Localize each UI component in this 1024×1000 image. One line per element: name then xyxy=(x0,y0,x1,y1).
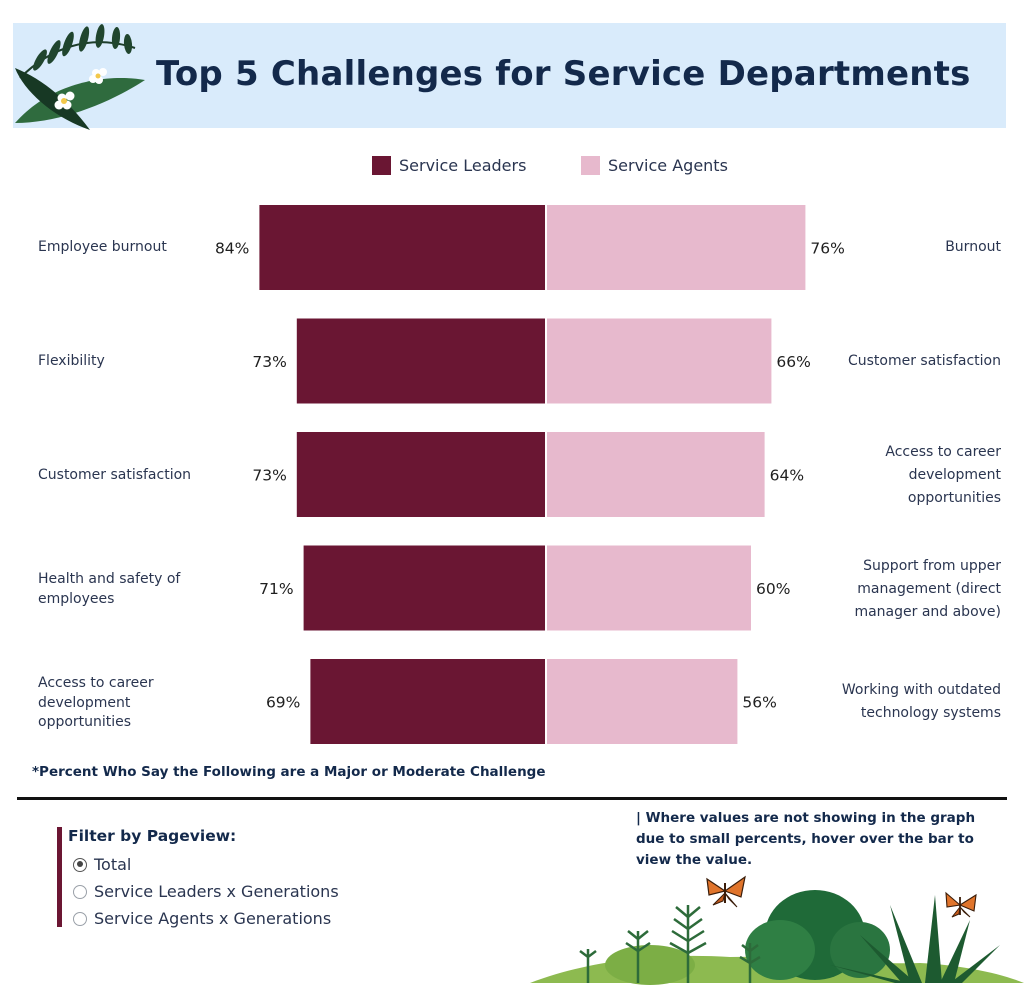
bar-service-agents[interactable] xyxy=(547,205,806,290)
data-label-agents: 64% xyxy=(770,467,804,485)
bar-service-agents[interactable] xyxy=(547,432,765,517)
footnote: *Percent Who Say the Following are a Maj… xyxy=(32,764,546,780)
leaf-decoration-icon xyxy=(15,24,145,130)
filter-accent-bar xyxy=(57,827,62,927)
legend-label-leaders: Service Leaders xyxy=(399,155,527,175)
bar-service-leaders[interactable] xyxy=(259,205,545,290)
filter-option-total[interactable]: Total xyxy=(73,855,131,874)
data-label-leaders: 73% xyxy=(252,353,286,371)
leader-category-label: Flexibility xyxy=(38,353,105,369)
leader-category-label: Employee burnout xyxy=(38,239,167,255)
plumeria-flower-icon xyxy=(54,68,107,110)
data-label-leaders: 69% xyxy=(266,694,300,712)
big-leaf-icon xyxy=(15,77,145,123)
leader-category-label: Access to career development opportuniti… xyxy=(38,675,154,730)
bar-service-leaders[interactable] xyxy=(296,432,545,517)
agent-category-label: Working with outdated technology systems xyxy=(841,682,1001,721)
radio-selected-icon[interactable] xyxy=(73,857,87,872)
filter-option-label: Service Leaders x Generations xyxy=(94,882,339,901)
filter-option-agents-generations[interactable]: Service Agents x Generations xyxy=(73,909,331,928)
data-label-leaders: 84% xyxy=(215,240,249,258)
legend-item-agents[interactable]: Service Agents xyxy=(581,153,728,177)
radio-unselected-icon[interactable] xyxy=(73,911,87,926)
hover-note: | Where values are not showing in the gr… xyxy=(636,810,976,868)
data-label-leaders: 73% xyxy=(252,467,286,485)
title-banner xyxy=(13,23,1006,128)
data-label-agents: 56% xyxy=(742,694,776,712)
radio-unselected-icon[interactable] xyxy=(73,884,87,899)
legend-swatch-agents xyxy=(581,155,600,175)
data-label-agents: 66% xyxy=(776,353,810,371)
diverging-bar-chart: 84% 73% 73% 71% 69% 76% 66% 64% 60% 56% xyxy=(215,205,845,744)
bar-service-agents[interactable] xyxy=(547,545,751,631)
data-label-agents: 60% xyxy=(756,580,790,598)
legend-item-leaders[interactable]: Service Leaders xyxy=(372,153,526,177)
butterfly-icon xyxy=(706,875,746,908)
bar-service-leaders[interactable] xyxy=(310,659,545,744)
leader-category-label: Customer satisfaction xyxy=(38,467,192,483)
filter-option-leaders-generations[interactable]: Service Leaders x Generations xyxy=(73,882,339,901)
butterfly-icon xyxy=(945,891,977,918)
legend-label-agents: Service Agents xyxy=(608,155,728,175)
filter-option-label: Service Agents x Generations xyxy=(94,909,332,928)
divider xyxy=(17,797,1007,800)
bar-service-leaders[interactable] xyxy=(296,318,545,404)
dark-leaf-icon xyxy=(15,68,90,130)
bar-service-agents[interactable] xyxy=(547,659,738,744)
filter-option-label: Total xyxy=(94,855,132,874)
filter-title: Filter by Pageview: xyxy=(68,827,237,845)
plants-decoration-icon xyxy=(530,875,1024,985)
bar-service-leaders[interactable] xyxy=(303,545,545,631)
page-title: Top 5 Challenges for Service Departments xyxy=(156,54,971,94)
fern-leaf-icon xyxy=(19,24,136,79)
agent-category-label: Support from upper management (direct ma… xyxy=(854,558,1001,620)
agent-category-label: Access to career development opportuniti… xyxy=(885,444,1001,506)
data-label-agents: 76% xyxy=(810,240,844,258)
bar-service-agents[interactable] xyxy=(547,318,772,404)
data-label-leaders: 71% xyxy=(259,580,293,598)
agent-category-label: Burnout xyxy=(945,239,1001,255)
agent-category-label: Customer satisfaction xyxy=(847,353,1001,369)
legend-swatch-leaders xyxy=(372,155,391,175)
leader-category-label: Health and safety of employees xyxy=(38,571,181,607)
